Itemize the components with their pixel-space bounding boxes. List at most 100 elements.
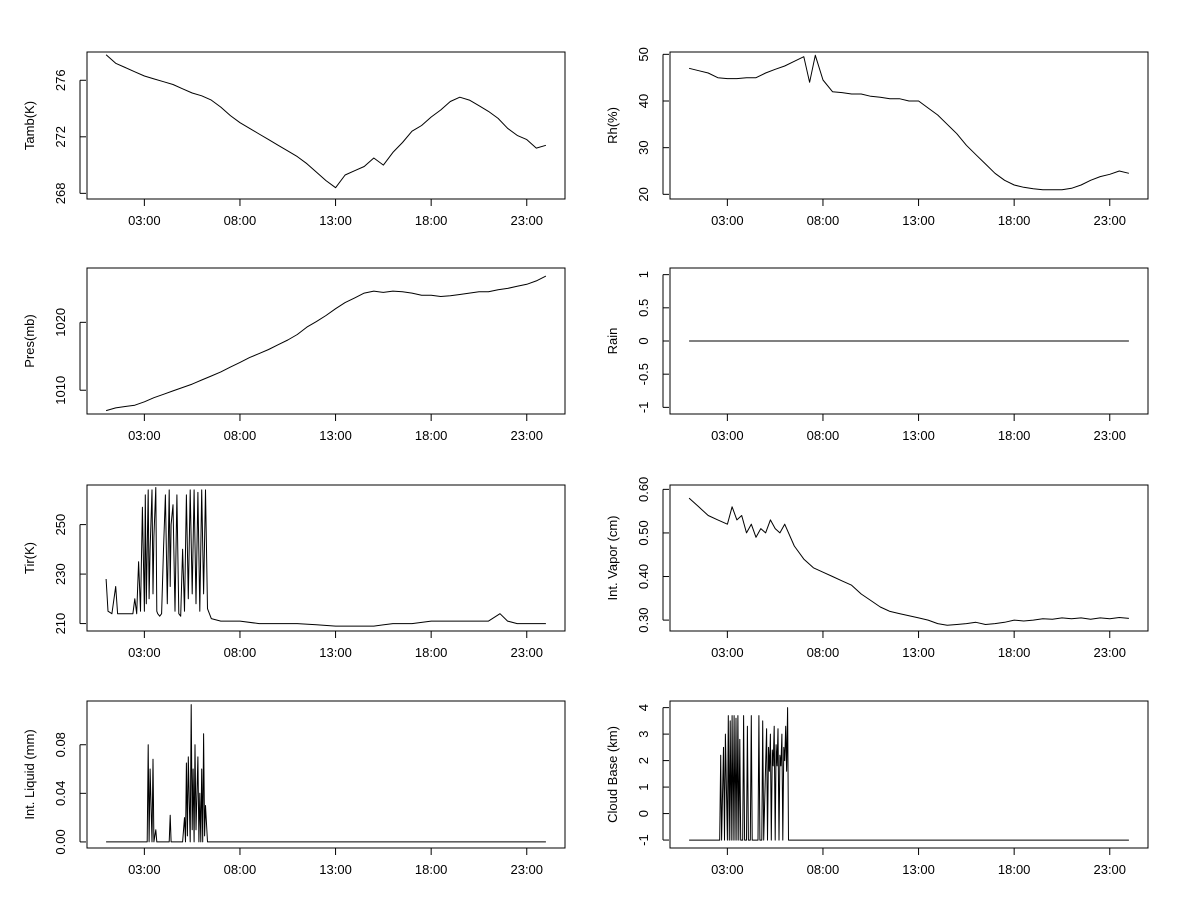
x-tick-label: 13:00 bbox=[902, 428, 935, 443]
plot-frame bbox=[669, 267, 1149, 415]
y-tick-label: 268 bbox=[53, 182, 68, 204]
x-tick-label: 18:00 bbox=[998, 645, 1031, 660]
chart-panel: 03:00 08:00 13:00 18:00 23:00 -1 0 1 2 3 4 Cloud Ba… bbox=[605, 700, 1149, 877]
x-tick-label: 23:00 bbox=[510, 213, 543, 228]
y-axis-label: Cloud Base (km) bbox=[605, 726, 620, 823]
y-tick-label: -1 bbox=[636, 834, 651, 846]
x-tick-label: 18:00 bbox=[998, 213, 1031, 228]
chart-panel: 03:00 08:00 13:00 18:00 23:00 268 272 276 Tamb(K… bbox=[22, 51, 566, 228]
x-tick-label: 03:00 bbox=[711, 213, 744, 228]
chart-panel: 03:00 08:00 13:00 18:00 23:00 -1 -0.5 0 0.5 1 Rain bbox=[605, 267, 1149, 443]
y-tick-label: 30 bbox=[636, 140, 651, 154]
x-tick-label: 08:00 bbox=[807, 862, 840, 877]
plot-frame bbox=[86, 51, 566, 200]
series-line bbox=[689, 707, 1129, 841]
plot-frame bbox=[86, 700, 566, 849]
x-tick-label: 13:00 bbox=[319, 862, 352, 877]
x-tick-label: 23:00 bbox=[1093, 645, 1126, 660]
y-tick-label: 0.50 bbox=[636, 520, 651, 545]
chart-panel: 03:00 08:00 13:00 18:00 23:00 0.00 0.04 0.08 Int… bbox=[22, 700, 566, 877]
y-tick-label: 1010 bbox=[53, 376, 68, 405]
y-axis-label: Int. Liquid (mm) bbox=[22, 729, 37, 819]
y-tick-label: 0.60 bbox=[636, 477, 651, 502]
x-tick-label: 18:00 bbox=[415, 862, 448, 877]
x-tick-label: 13:00 bbox=[319, 428, 352, 443]
x-tick-label: 13:00 bbox=[902, 645, 935, 660]
x-tick-label: 13:00 bbox=[902, 862, 935, 877]
y-axis-label: Pres(mb) bbox=[22, 314, 37, 367]
x-tick-label: 03:00 bbox=[128, 862, 161, 877]
x-tick-label: 08:00 bbox=[807, 645, 840, 660]
y-tick-label: 0.00 bbox=[53, 829, 68, 854]
x-tick-label: 08:00 bbox=[807, 213, 840, 228]
y-tick-label: -1 bbox=[636, 402, 651, 414]
x-tick-label: 23:00 bbox=[510, 428, 543, 443]
x-tick-label: 03:00 bbox=[128, 645, 161, 660]
y-tick-label: 0.04 bbox=[53, 781, 68, 806]
x-tick-label: 18:00 bbox=[415, 645, 448, 660]
x-tick-label: 23:00 bbox=[1093, 213, 1126, 228]
y-tick-label: 3 bbox=[636, 730, 651, 737]
y-tick-label: 0.40 bbox=[636, 564, 651, 589]
y-tick-label: 1 bbox=[636, 783, 651, 790]
x-tick-label: 03:00 bbox=[128, 213, 161, 228]
y-tick-label: 50 bbox=[636, 47, 651, 61]
y-axis-label: Tamb(K) bbox=[22, 101, 37, 150]
chart-panel: 03:00 08:00 13:00 18:00 23:00 210 230 250 Tir(K) bbox=[22, 484, 566, 660]
x-tick-label: 03:00 bbox=[711, 645, 744, 660]
x-tick-label: 23:00 bbox=[510, 862, 543, 877]
y-tick-label: 2 bbox=[636, 757, 651, 764]
y-tick-label: 1 bbox=[636, 271, 651, 278]
y-tick-label: 40 bbox=[636, 94, 651, 108]
y-tick-label: 210 bbox=[53, 613, 68, 635]
y-tick-label: 1020 bbox=[53, 308, 68, 337]
x-tick-label: 23:00 bbox=[1093, 428, 1126, 443]
y-tick-label: 0.08 bbox=[53, 732, 68, 757]
series-line bbox=[105, 54, 547, 189]
x-tick-label: 13:00 bbox=[902, 213, 935, 228]
y-axis-label: Tir(K) bbox=[22, 542, 37, 574]
y-tick-label: 0.5 bbox=[636, 299, 651, 317]
y-axis-label: Rain bbox=[605, 328, 620, 355]
series-line bbox=[105, 487, 546, 627]
chart-panel: 03:00 08:00 13:00 18:00 23:00 0.30 0.40 0.50 0.6… bbox=[605, 477, 1149, 660]
chart-panel: 03:00 08:00 13:00 18:00 23:00 1010 1020 Pres(mb… bbox=[22, 267, 566, 443]
x-tick-label: 18:00 bbox=[998, 428, 1031, 443]
series-line bbox=[688, 54, 1130, 191]
y-tick-label: 4 bbox=[636, 704, 651, 711]
x-tick-label: 08:00 bbox=[224, 213, 257, 228]
y-axis-label: Int. Vapor (cm) bbox=[605, 515, 620, 600]
x-tick-label: 18:00 bbox=[415, 428, 448, 443]
x-tick-label: 23:00 bbox=[1093, 862, 1126, 877]
x-tick-label: 13:00 bbox=[319, 645, 352, 660]
x-tick-label: 23:00 bbox=[510, 645, 543, 660]
x-tick-label: 08:00 bbox=[224, 428, 257, 443]
series-line bbox=[105, 275, 547, 412]
y-tick-label: 0.30 bbox=[636, 607, 651, 632]
y-tick-label: 272 bbox=[53, 126, 68, 148]
series-line bbox=[106, 704, 546, 843]
y-axis-label: Rh(%) bbox=[605, 107, 620, 144]
chart-panel: 03:00 08:00 13:00 18:00 23:00 20 30 40 50 Rh(%) bbox=[605, 47, 1149, 228]
y-tick-label: -0.5 bbox=[636, 363, 651, 385]
series-line bbox=[688, 497, 1129, 626]
plot-frame bbox=[669, 700, 1149, 849]
x-tick-label: 13:00 bbox=[319, 213, 352, 228]
x-tick-label: 18:00 bbox=[998, 862, 1031, 877]
x-tick-label: 03:00 bbox=[711, 428, 744, 443]
y-tick-label: 0 bbox=[636, 810, 651, 817]
x-tick-label: 18:00 bbox=[415, 213, 448, 228]
x-tick-label: 03:00 bbox=[711, 862, 744, 877]
plot-frame bbox=[86, 484, 566, 632]
y-tick-label: 276 bbox=[53, 69, 68, 91]
y-tick-label: 0 bbox=[636, 337, 651, 344]
y-tick-label: 250 bbox=[53, 514, 68, 536]
y-tick-label: 230 bbox=[53, 563, 68, 585]
plot-frame bbox=[669, 484, 1149, 632]
x-tick-label: 03:00 bbox=[128, 428, 161, 443]
x-tick-label: 08:00 bbox=[224, 645, 257, 660]
y-tick-label: 20 bbox=[636, 187, 651, 201]
plot-frame bbox=[669, 51, 1149, 200]
x-tick-label: 08:00 bbox=[224, 862, 257, 877]
